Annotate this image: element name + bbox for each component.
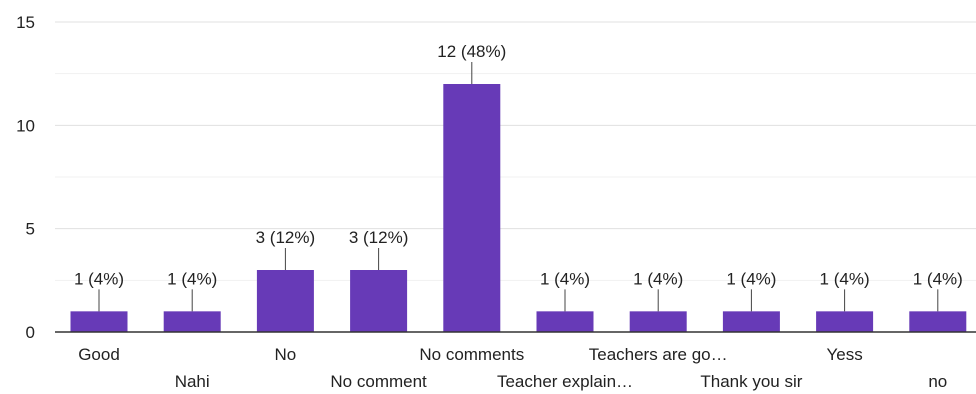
x-category-label: Good — [78, 345, 120, 364]
data-label: 1 (4%) — [633, 269, 683, 288]
y-axis-ticks: 0 5 10 15 — [16, 13, 35, 342]
bar — [256, 270, 314, 332]
x-category-label: Thank you sir — [700, 372, 802, 391]
bar — [70, 311, 128, 332]
data-label: 1 (4%) — [540, 269, 590, 288]
data-labels: 1 (4%) 1 (4%) 3 (12%) 3 (12%) 12 (48%) 1 (4%)… — [74, 42, 963, 312]
x-category-label: No comments — [419, 345, 524, 364]
x-category-label: Yess — [826, 345, 862, 364]
x-category-label: Teachers are go… — [589, 345, 728, 364]
x-axis-categories: Good Nahi No No comment No comments Teacher e… — [78, 345, 947, 391]
y-tick-label: 10 — [16, 116, 35, 135]
bar — [629, 311, 687, 332]
data-label: 1 (4%) — [726, 269, 776, 288]
gridlines — [55, 21, 976, 281]
x-category-label: no — [928, 372, 947, 391]
data-label: 1 (4%) — [820, 269, 870, 288]
bar — [163, 311, 221, 332]
bar — [722, 311, 780, 332]
y-tick-label: 15 — [16, 13, 35, 32]
y-tick-label: 0 — [26, 323, 35, 342]
bar — [909, 311, 967, 332]
x-category-label: Teacher explain… — [497, 372, 633, 391]
bar — [816, 311, 874, 332]
x-category-label: No — [275, 345, 297, 364]
data-label: 3 (12%) — [349, 228, 409, 247]
data-label: 12 (48%) — [437, 42, 506, 61]
y-tick-label: 5 — [26, 220, 35, 239]
x-category-label: Nahi — [175, 372, 210, 391]
bar — [443, 84, 501, 332]
bars — [70, 84, 967, 332]
x-category-label: No comment — [330, 372, 427, 391]
data-label: 3 (12%) — [256, 228, 316, 247]
data-label: 1 (4%) — [74, 269, 124, 288]
data-label: 1 (4%) — [167, 269, 217, 288]
bar — [350, 270, 408, 332]
bar — [536, 311, 594, 332]
data-label: 1 (4%) — [913, 269, 963, 288]
